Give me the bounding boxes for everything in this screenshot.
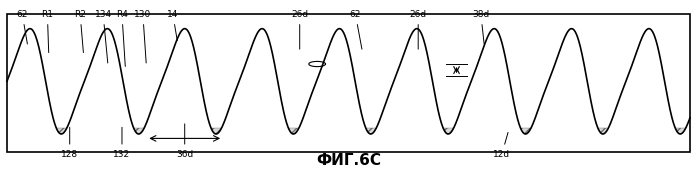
Text: 38d: 38d — [473, 10, 489, 44]
Text: 134: 134 — [95, 10, 112, 63]
Polygon shape — [598, 127, 608, 134]
Polygon shape — [56, 128, 67, 134]
Text: 36d: 36d — [176, 124, 193, 159]
Text: 62: 62 — [17, 10, 28, 44]
Text: 130: 130 — [135, 10, 151, 63]
Polygon shape — [288, 128, 299, 134]
Polygon shape — [133, 127, 144, 134]
Text: ФИГ.6С: ФИГ.6С — [316, 153, 381, 168]
Polygon shape — [675, 128, 686, 134]
Polygon shape — [211, 128, 222, 134]
Text: 132: 132 — [114, 127, 130, 159]
Text: 26d: 26d — [410, 10, 427, 49]
Polygon shape — [443, 128, 454, 134]
Text: R2: R2 — [74, 10, 86, 53]
Text: 12d: 12d — [493, 132, 510, 159]
Text: 62: 62 — [350, 10, 362, 49]
Text: R1: R1 — [41, 10, 54, 53]
Polygon shape — [520, 127, 531, 134]
Text: 14: 14 — [167, 10, 178, 40]
Text: 26d: 26d — [291, 10, 308, 49]
Polygon shape — [366, 128, 376, 134]
Text: 128: 128 — [61, 127, 78, 159]
Text: R4: R4 — [116, 10, 128, 66]
